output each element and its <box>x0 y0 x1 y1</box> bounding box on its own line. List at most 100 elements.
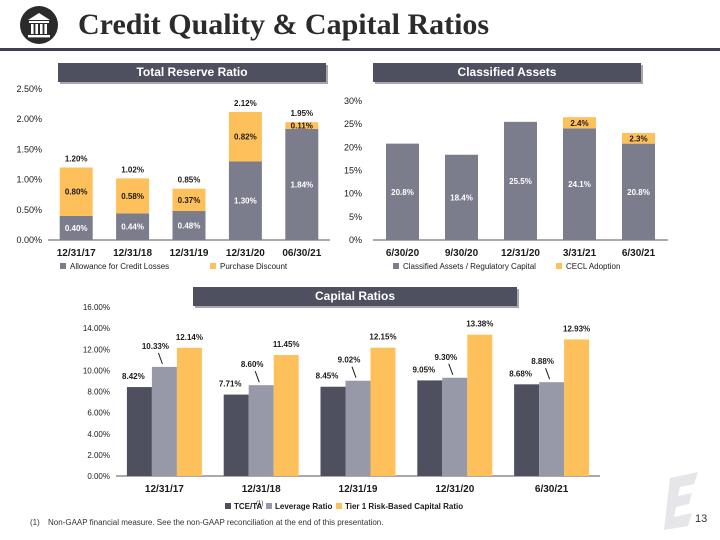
reserve-xtick-label: 06/30/21 <box>282 248 321 259</box>
capital-bar <box>514 384 540 476</box>
capital-ytick-label: 4.00% <box>87 430 110 439</box>
classified-bar-segment <box>445 154 478 240</box>
capital-ytick-label: 8.00% <box>87 388 110 397</box>
classified-segment-label: 18.4% <box>450 193 473 202</box>
capital-xtick-label: 12/31/17 <box>145 484 184 495</box>
title-divider <box>0 48 720 51</box>
reserve-segment-label: 0.44% <box>121 223 144 232</box>
capital-bar <box>176 347 202 476</box>
classified-xtick-label: 3/31/21 <box>563 248 597 259</box>
capital-bar <box>248 385 274 476</box>
capital-legend-swatch <box>336 503 342 509</box>
capital-xtick-label: 12/31/19 <box>339 484 378 495</box>
classified-ytick-label: 20% <box>344 142 362 152</box>
reserve-total-label: 0.85% <box>178 176 201 185</box>
panel-header-capital-ratios: Capital Ratios <box>193 287 517 306</box>
reserve-xtick-label: 12/31/19 <box>170 248 209 259</box>
capital-bar-label: 12.14% <box>176 333 203 342</box>
classified-bar-segment <box>622 132 655 144</box>
capital-legend-label: Leverage Ratio <box>275 502 332 511</box>
reserve-legend-label: Purchase Discount <box>220 262 288 271</box>
capital-bar-label: 9.30% <box>434 353 457 362</box>
classified-ytick-label: 25% <box>344 119 362 129</box>
capital-bar-label: 10.33% <box>142 342 169 351</box>
capital-bar-label: 8.42% <box>122 372 145 381</box>
reserve-segment-label: 0.37% <box>178 196 201 205</box>
classified-xtick-label: 6/30/20 <box>386 248 420 259</box>
reserve-bar-segment <box>228 161 262 240</box>
company-logo-watermark-icon <box>662 470 702 530</box>
capital-label-leader <box>448 363 454 375</box>
reserve-bar-segment <box>172 188 206 212</box>
capital-legend-label: TCE/TA <box>234 502 263 511</box>
capital-bar-label: 9.05% <box>412 365 435 374</box>
classified-xtick-label: 6/30/21 <box>622 248 656 259</box>
capital-bar-label: 12.15% <box>369 333 396 342</box>
reserve-segment-label: 0.82% <box>234 133 257 142</box>
capital-bar <box>273 355 299 476</box>
reserve-bar-segment <box>285 128 319 240</box>
capital-bar-label: 8.60% <box>241 360 264 369</box>
reserve-segment-label: 1.30% <box>234 197 257 206</box>
reserve-bar-segment <box>59 215 93 240</box>
classified-ytick-label: 0% <box>349 235 362 245</box>
classified-ytick-label: 10% <box>344 189 362 199</box>
capital-ytick-label: 0.00% <box>87 472 110 481</box>
capital-bar-label: 8.88% <box>531 357 554 366</box>
reserve-xtick-label: 12/31/20 <box>226 248 265 259</box>
bank-building-icon <box>20 6 58 44</box>
capital-xtick-label: 6/30/21 <box>535 484 569 495</box>
reserve-ytick-label: 1.00% <box>16 175 42 185</box>
reserve-legend-swatch <box>60 263 66 269</box>
capital-bar <box>467 334 493 476</box>
reserve-legend-swatch <box>210 263 216 269</box>
panel-header-total-reserve-ratio: Total Reserve Ratio <box>58 63 326 82</box>
classified-bar-segment <box>622 143 655 240</box>
reserve-xtick-label: 12/31/18 <box>113 248 152 259</box>
classified-segment-label: 2.4% <box>570 119 588 128</box>
classified-segment-label: 25.5% <box>509 177 532 186</box>
reserve-bar-segment <box>285 122 319 129</box>
reserve-xtick-label: 12/31/17 <box>57 248 96 259</box>
capital-bar <box>417 380 443 476</box>
capital-legend-swatch <box>266 503 272 509</box>
classified-ytick-label: 15% <box>344 166 362 176</box>
classified-legend-swatch <box>556 263 562 269</box>
capital-ytick-label: 6.00% <box>87 409 110 418</box>
reserve-segment-label: 0.40% <box>65 224 88 233</box>
footnote: (1) Non-GAAP financial measure. See the n… <box>30 518 383 527</box>
classified-xtick-label: 12/31/20 <box>501 248 540 259</box>
classified-segment-label: 20.8% <box>391 188 414 197</box>
capital-bar-label: 8.68% <box>509 369 532 378</box>
capital-bar-label: 12.93% <box>563 324 590 333</box>
classified-bar-segment <box>563 128 596 240</box>
capital-ytick-label: 16.00% <box>83 303 110 312</box>
capital-ytick-label: 2.00% <box>87 451 110 460</box>
reserve-total-label: 2.12% <box>234 99 257 108</box>
reserve-legend-label: Allowance for Credit Losses <box>70 262 169 271</box>
classified-segment-label: 24.1% <box>568 180 591 189</box>
capital-bar-label: 7.71% <box>219 380 242 389</box>
reserve-ytick-label: 0.50% <box>16 205 42 215</box>
capital-legend-label: Tier 1 Risk-Based Capital Ratio <box>345 502 463 511</box>
reserve-ytick-label: 1.50% <box>16 144 42 154</box>
reserve-bar-segment <box>116 178 150 214</box>
reserve-segment-label: 0.80% <box>65 188 88 197</box>
classified-ytick-label: 30% <box>344 96 362 106</box>
reserve-ytick-label: 2.50% <box>16 84 42 94</box>
reserve-bar-segment <box>116 213 150 240</box>
panel-header-classified-assets: Classified Assets <box>373 63 641 82</box>
capital-bar <box>564 339 590 476</box>
reserve-segment-label: 0.11% <box>291 122 313 131</box>
reserve-total-label: 1.02% <box>121 165 144 174</box>
capital-label-leader <box>545 368 551 380</box>
capital-ytick-label: 12.00% <box>83 345 110 354</box>
reserve-total-label: 1.20% <box>65 155 88 164</box>
reserve-segment-label: 0.58% <box>121 192 144 201</box>
capital-bar <box>539 382 565 476</box>
page-title: Credit Quality & Capital Ratios <box>78 8 490 41</box>
capital-bar <box>151 366 177 476</box>
classified-segment-label: 2.3% <box>629 134 647 143</box>
capital-xtick-label: 12/31/18 <box>242 484 281 495</box>
